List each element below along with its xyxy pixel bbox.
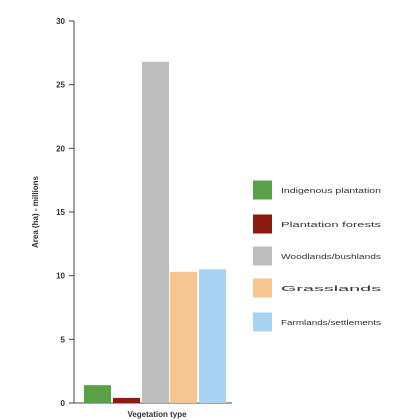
bar xyxy=(199,269,226,403)
legend-label: Farmlands/settlements xyxy=(281,320,382,327)
legend-label: Plantation forests xyxy=(281,222,382,229)
y-tick-label: 15 xyxy=(56,208,65,217)
y-tick-label: 30 xyxy=(56,17,65,26)
legend-swatch xyxy=(253,278,272,298)
legend-swatch xyxy=(253,180,272,200)
y-tick-label: 10 xyxy=(56,272,65,281)
legend-swatch xyxy=(253,246,272,266)
y-tick-label: 20 xyxy=(56,144,65,153)
legend-label: Woodlands/bushlands xyxy=(281,254,382,261)
legend: Indigenous plantation Plantation forests W… xyxy=(253,180,382,332)
x-axis-label: Vegetation type xyxy=(127,410,187,419)
legend-label: Grasslands xyxy=(281,286,382,293)
bar xyxy=(170,271,197,403)
legend-swatch xyxy=(253,214,272,234)
y-ticks: 0 5 10 15 20 25 30 xyxy=(56,17,74,408)
bar xyxy=(142,61,169,403)
y-tick-label: 0 xyxy=(61,399,66,408)
bars xyxy=(84,61,226,403)
y-tick-label: 25 xyxy=(56,81,65,90)
bar xyxy=(113,397,140,403)
legend-swatch xyxy=(253,312,272,332)
legend-label: Indigenous plantation xyxy=(281,188,381,195)
bar xyxy=(84,385,111,403)
y-axis-label: Area (ha) - millions xyxy=(31,175,40,248)
y-tick-label: 5 xyxy=(61,335,66,344)
